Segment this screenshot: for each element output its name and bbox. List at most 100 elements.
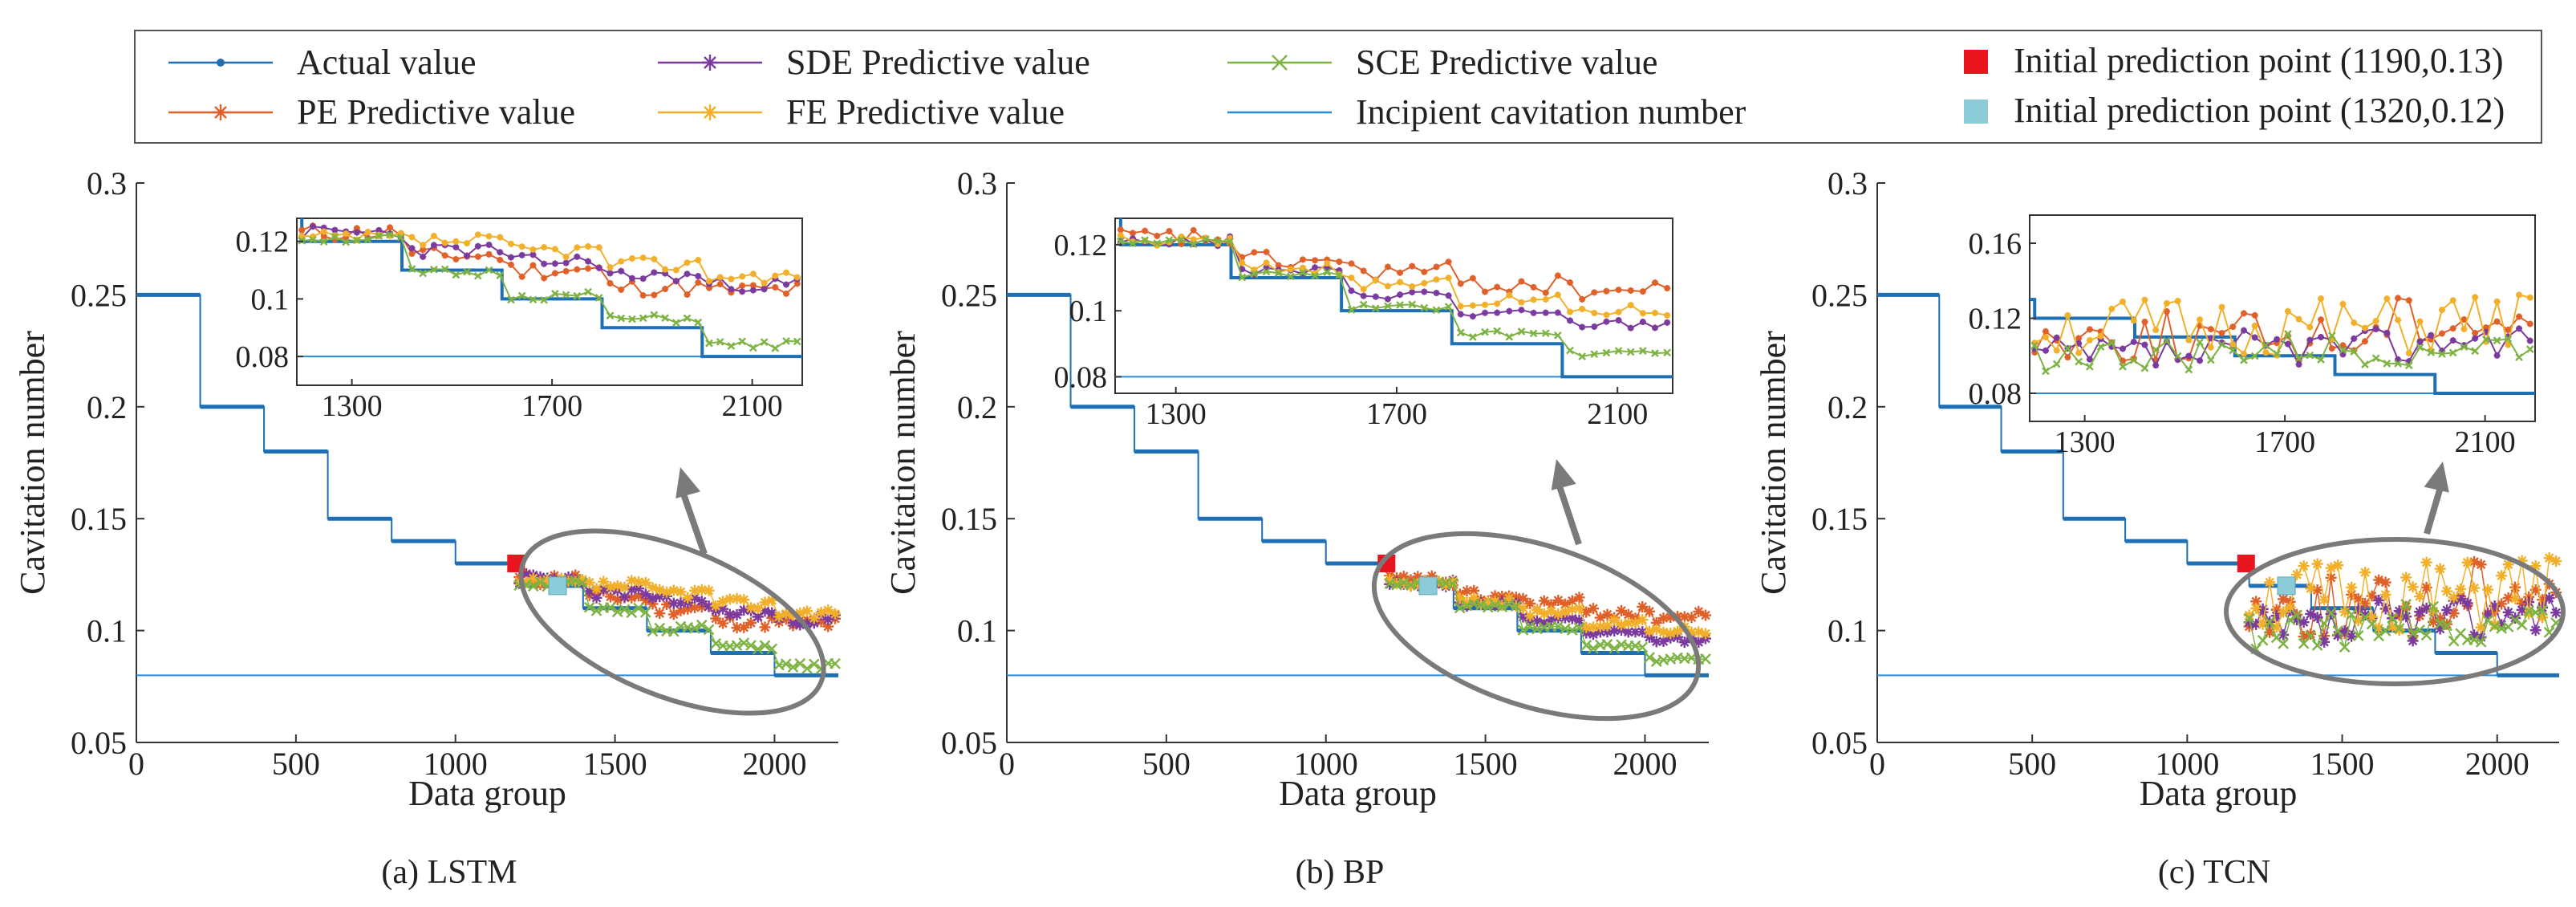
inset-series-sce-point <box>2206 356 2215 364</box>
inset-series-sce-point <box>2471 347 2479 356</box>
series-fe-point <box>1637 614 1649 626</box>
series-sce-point <box>2379 625 2391 637</box>
inset-series-sce-point <box>1481 327 1489 336</box>
inset-series-sde-point <box>728 286 735 293</box>
inset-series-sce-point <box>2063 344 2072 353</box>
inset-series-sce-point <box>1189 240 1198 249</box>
inset-series-fe-point <box>452 238 460 245</box>
inset-series-sce-point <box>1469 333 1477 341</box>
series-pe-point <box>1405 574 1417 586</box>
series-sce-line <box>1389 581 1706 662</box>
inset-series-sce-point <box>1286 272 1295 281</box>
inset-series-fe-point <box>1506 291 1513 299</box>
y-tick-label: 0.05 <box>1811 725 1868 761</box>
inset-series-sce-point <box>606 311 615 320</box>
y-tick-label: 0.25 <box>941 277 997 313</box>
inset-series-sde-point <box>2086 356 2093 363</box>
zoom-ellipse <box>2224 537 2566 686</box>
series-pe-point <box>605 591 617 603</box>
series-sce-point <box>2243 612 2255 624</box>
inset-series-fe-point <box>2141 296 2148 303</box>
inset-series-sde-point <box>420 253 427 260</box>
inset-series-fe-point <box>1251 266 1258 274</box>
inset-series-pe-point <box>2526 320 2533 327</box>
inset-series-pe-point <box>1433 263 1440 270</box>
x-tick-label: 0 <box>128 746 144 782</box>
inset-series-fe-point <box>464 240 471 247</box>
inset-series-sce-point <box>2515 353 2523 361</box>
series-sde-point <box>1531 615 1544 627</box>
series-pe-point <box>2468 555 2481 567</box>
series-fe-point <box>2243 609 2255 621</box>
series-fe-point <box>2468 582 2481 594</box>
y-tick-label: 0.1 <box>87 613 127 649</box>
series-pe-point <box>1426 570 1438 582</box>
inset-y-tick-label: 0.12 <box>1054 229 1108 262</box>
series-pe-point <box>1644 605 1656 617</box>
y-tick-label: 0.25 <box>1811 277 1868 313</box>
inset-series-pe-point <box>1324 256 1331 263</box>
inset-series-pe-point <box>2086 326 2093 333</box>
inset-series-sde-point <box>2505 333 2512 340</box>
inset-series-sce-point <box>2416 343 2424 352</box>
y-axis-label: Cavitation number <box>1754 331 1793 595</box>
series-fe-point <box>2414 591 2426 603</box>
series-sce-point <box>1524 620 1536 632</box>
series-pe-point <box>1468 584 1480 596</box>
inset-series-pe-point <box>562 267 570 275</box>
zoom-arrow-head <box>675 467 701 498</box>
inset-series-sce-point <box>1638 347 1647 356</box>
series-fe-point <box>2366 611 2378 623</box>
inset-series-sce-point <box>1141 236 1150 245</box>
series-fe-point <box>2264 576 2276 588</box>
series-sde-point <box>801 618 813 630</box>
series-fe-point <box>1384 573 1396 585</box>
y-tick-label: 0.2 <box>87 389 127 425</box>
series-sde-point <box>2352 604 2364 616</box>
inset-series-pe-point <box>2449 325 2456 332</box>
inset-series-pe-point <box>2120 357 2127 364</box>
series-fe-point <box>2523 608 2535 620</box>
series-sde-point <box>647 592 659 604</box>
inset-series-fe-point <box>343 230 350 238</box>
inset-chart: 1300 1700 2100 0.08 0.12 0.16 <box>1969 214 2536 459</box>
series-sde-point <box>2393 605 2405 617</box>
series-sce-point <box>2428 600 2439 612</box>
legend-label: PE Predictive value <box>297 92 575 132</box>
inset-series-fe-point <box>1372 277 1379 284</box>
series-pe-point <box>2298 631 2310 643</box>
series-pe-point <box>1678 611 1690 623</box>
series-fe-point <box>689 584 701 596</box>
inset-series-fe-point <box>1482 301 1489 308</box>
series-fe-point <box>2434 563 2446 575</box>
inset-series-sce-point <box>749 344 757 352</box>
inset-series-fe-point <box>2516 291 2523 299</box>
inset-series-sde-point <box>739 288 746 295</box>
legend: Actual value PE Predictive value SDE Predi… <box>134 30 2542 144</box>
series-sce-point <box>2414 624 2425 636</box>
inset-series-sce-point <box>671 319 680 327</box>
inset-series-sce-point <box>396 233 405 242</box>
series-sce-point <box>1700 653 1711 665</box>
inset-series-sde-point <box>606 270 614 277</box>
inset-series-pe-point <box>716 281 724 288</box>
inset-series-fe-point <box>497 234 504 241</box>
inset-series-pe-point <box>1664 285 1671 292</box>
inset-series-sde-point <box>2042 347 2049 354</box>
series-pe-point <box>1622 608 1634 620</box>
series-sce-point <box>1580 640 1592 651</box>
inset-series-fe-point <box>2274 352 2281 359</box>
y-tick-label: 0.25 <box>71 277 127 313</box>
inset-series-pe-point <box>1506 288 1513 295</box>
inset-series-pe-point <box>551 270 558 277</box>
series-fe-point <box>542 574 554 586</box>
inset-series-sde-point <box>1445 292 1452 299</box>
series-fe-point <box>2373 622 2385 634</box>
inset-series-sde-line <box>301 226 798 293</box>
inset-series-fe-point <box>1567 308 1574 315</box>
inset-series-pe-point <box>1469 275 1476 282</box>
series-fe-point <box>2284 601 2296 613</box>
series-fe-point <box>801 605 813 617</box>
zoom-arrow-head <box>1551 459 1576 490</box>
series-sde-point <box>759 605 771 617</box>
